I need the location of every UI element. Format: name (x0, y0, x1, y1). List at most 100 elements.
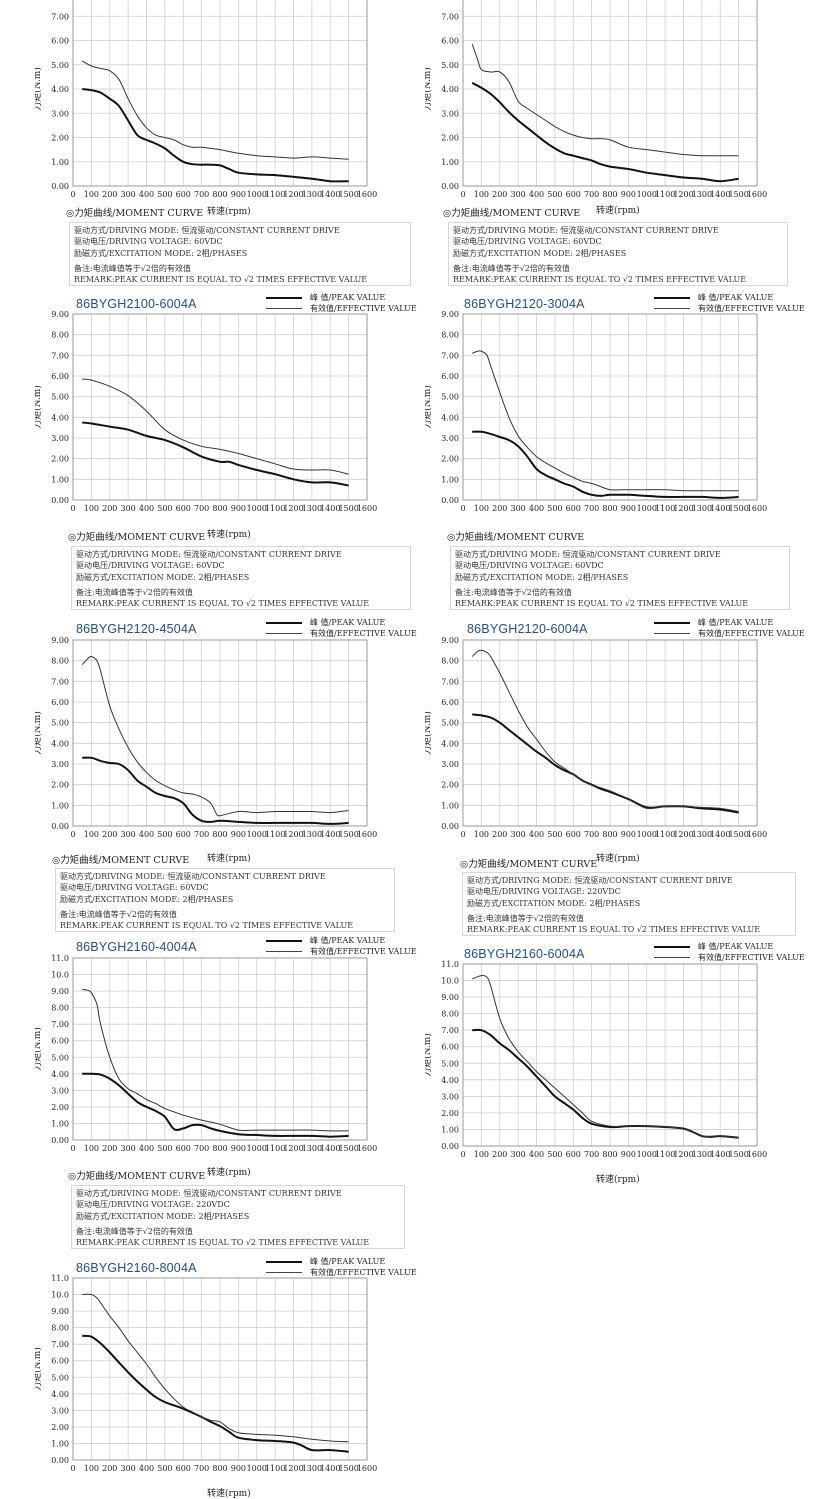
y-tick-label: 8.00 (51, 1004, 69, 1013)
spec-box: 驱动方式/DRIVING MODE: 恒流驱动/CONSTANT CURRENT… (55, 868, 395, 932)
x-tick-label: 300 (120, 504, 135, 513)
x-tick-label: 1500 (338, 190, 358, 198)
x-tick-label: 800 (212, 830, 227, 839)
spec-box: 驱动方式/DRIVING MODE: 恒流驱动/CONSTANT CURRENT… (462, 872, 796, 936)
y-tick-label: 5.00 (441, 719, 459, 728)
moment-curve-caption: ◎力矩曲线/MOMENT CURVE (66, 208, 204, 219)
x-tick-label: 0 (70, 504, 75, 513)
x-tick-label: 1600 (747, 830, 767, 839)
spec-remark-en: REMARK:PEAK CURRENT IS EQUAL TO √2 TIMES… (74, 275, 368, 285)
legend-effective-swatch (266, 951, 302, 952)
plot-area: 0.00 1.00 2.00 3.00 4.00 5.00 6.00 7.00 8.00 9.00… (35, 310, 377, 513)
x-tick-label: 900 (621, 190, 636, 198)
x-tick-label: 100 (84, 190, 99, 198)
chart-panel-3: 0.00 1.00 2.00 3.00 4.00 5.00 6.00 7.00 8.00 9.00… (35, 310, 377, 513)
spec-remark-en: REMARK:PEAK CURRENT IS EQUAL TO √2 TIMES… (453, 275, 747, 285)
chart-panel-6: 0.00 1.00 2.00 3.00 4.00 5.00 6.00 7.00 8.00 9.00… (425, 636, 767, 839)
chart-title: 86BYGH2160-6004A (464, 947, 585, 961)
x-tick-label: 300 (120, 190, 135, 198)
y-tick-label: 6.00 (441, 372, 459, 381)
y-tick-label: 7.00 (51, 677, 69, 686)
x-tick-label: 1000 (637, 190, 657, 198)
y-axis-label: 力矩(N.m) (35, 67, 43, 111)
chart-panel-1: 0.001.002.003.004.005.006.007.008.000100… (35, 0, 377, 198)
spec-remark-cn: 备注:电流峰值等于√2倍的有效值 (76, 587, 193, 597)
y-tick-label: 9.00 (51, 310, 69, 319)
spec-box: 驱动方式/DRIVING MODE: 恒流驱动/CONSTANT CURRENT… (450, 546, 790, 610)
chart-legend: 峰 值/PEAK VALUE 有效值/EFFECTIVE VALUE (266, 617, 417, 639)
spec-driving-mode: 驱动方式/DRIVING MODE: 恒流驱动/CONSTANT CURRENT… (455, 550, 721, 559)
spec-box: 驱动方式/DRIVING MODE: 恒流驱动/CONSTANT CURRENT… (448, 222, 788, 286)
y-tick-label: 4.00 (441, 413, 459, 422)
x-tick-label: 1200 (283, 1464, 303, 1473)
y-axis-label: 力矩(N.m) (425, 711, 433, 755)
y-tick-label: 2.00 (441, 1109, 459, 1118)
y-tick-label: 5.00 (441, 1059, 459, 1068)
legend-effective-label: 有效值/EFFECTIVE VALUE (310, 1268, 417, 1277)
x-tick-label: 400 (139, 504, 154, 513)
x-tick-label: 1100 (265, 830, 285, 839)
x-axis-label: 转速(rpm) (207, 207, 251, 217)
x-tick-label: 600 (176, 830, 191, 839)
spec-excitation-mode: 励磁方式/EXCITATION MODE: 2相/PHASES (60, 894, 234, 904)
x-tick-label: 800 (212, 504, 227, 513)
x-tick-label: 200 (102, 190, 117, 198)
x-tick-label: 400 (529, 830, 544, 839)
y-tick-label: 10.0 (441, 977, 459, 986)
series-line-effective (82, 988, 349, 1132)
x-axis-label: 转速(rpm) (596, 854, 640, 864)
plot-frame (72, 0, 368, 187)
x-tick-label: 1300 (302, 190, 322, 198)
x-tick-label: 1000 (247, 830, 267, 839)
x-tick-label: 800 (212, 1464, 227, 1473)
series-line-effective (82, 1293, 349, 1443)
x-tick-label: 1100 (655, 190, 675, 198)
x-axis-label: 转速(rpm) (207, 854, 251, 864)
x-tick-label: 1500 (728, 830, 748, 839)
grid-lines (462, 963, 758, 1147)
x-tick-label: 1000 (637, 504, 657, 513)
x-tick-label: 500 (547, 190, 562, 198)
x-tick-label: 200 (102, 1464, 117, 1473)
x-tick-label: 1100 (655, 1150, 675, 1159)
spec-excitation-mode: 励磁方式/EXCITATION MODE: 2相/PHASES (76, 1211, 250, 1221)
chart-title: 86BYGH2100-6004A (76, 297, 197, 311)
spec-driving-voltage: 驱动电压/DRIVING VOLTAGE: 60VDC (455, 561, 604, 571)
plot-frame (72, 1277, 368, 1461)
y-tick-label: 11.0 (51, 1274, 69, 1283)
series-line-peak (472, 430, 739, 499)
y-tick-label: 7.00 (51, 351, 69, 360)
spec-excitation-mode: 励磁方式/EXCITATION MODE: 2相/PHASES (76, 572, 250, 582)
x-axis-label: 转速(rpm) (596, 1175, 640, 1185)
x-tick-label: 100 (84, 1464, 99, 1473)
x-tick-label: 900 (231, 1464, 246, 1473)
y-axis-label: 力矩(N.m) (425, 385, 433, 429)
plot-area: 0.00 1.00 2.00 3.00 4.00 5.00 6.00 7.00 8.00 9.00… (35, 1274, 377, 1473)
legend-effective-label: 有效值/EFFECTIVE VALUE (310, 947, 417, 956)
x-tick-label: 1600 (357, 830, 377, 839)
spec-excitation-mode: 励磁方式/EXCITATION MODE: 2相/PHASES (467, 898, 641, 908)
x-tick-label: 900 (621, 504, 636, 513)
y-tick-label: 1.00 (51, 1119, 69, 1128)
x-tick-label: 1400 (710, 504, 730, 513)
chart-legend: 峰 值/PEAK VALUE 有效值/EFFECTIVE VALUE (654, 617, 805, 639)
x-tick-label: 100 (84, 830, 99, 839)
y-tick-label: 11.0 (51, 954, 69, 963)
y-tick-label: 9.00 (51, 987, 69, 996)
x-tick-label: 200 (492, 504, 507, 513)
y-tick-label: 6.00 (51, 37, 69, 46)
x-tick-label: 100 (474, 504, 489, 513)
x-tick-label: 1000 (637, 1150, 657, 1159)
spec-excitation-mode: 励磁方式/EXCITATION MODE: 2相/PHASES (455, 572, 629, 582)
moment-curve-caption: ◎力矩曲线/MOMENT CURVE (52, 855, 190, 866)
spec-driving-voltage: 驱动电压/DRIVING VOLTAGE: 60VDC (74, 237, 223, 247)
x-tick-label: 1500 (338, 1464, 358, 1473)
x-tick-label: 1200 (283, 830, 303, 839)
series-line-effective (81, 60, 349, 160)
spec-driving-voltage: 驱动电压/DRIVING VOLTAGE: 220VDC (76, 1200, 230, 1210)
y-tick-label: 4.00 (51, 1070, 69, 1079)
x-tick-label: 1200 (673, 1150, 693, 1159)
y-tick-label: 3.00 (51, 434, 69, 443)
y-tick-label: 7.00 (51, 1340, 69, 1349)
x-axis-label: 转速(rpm) (596, 206, 640, 216)
